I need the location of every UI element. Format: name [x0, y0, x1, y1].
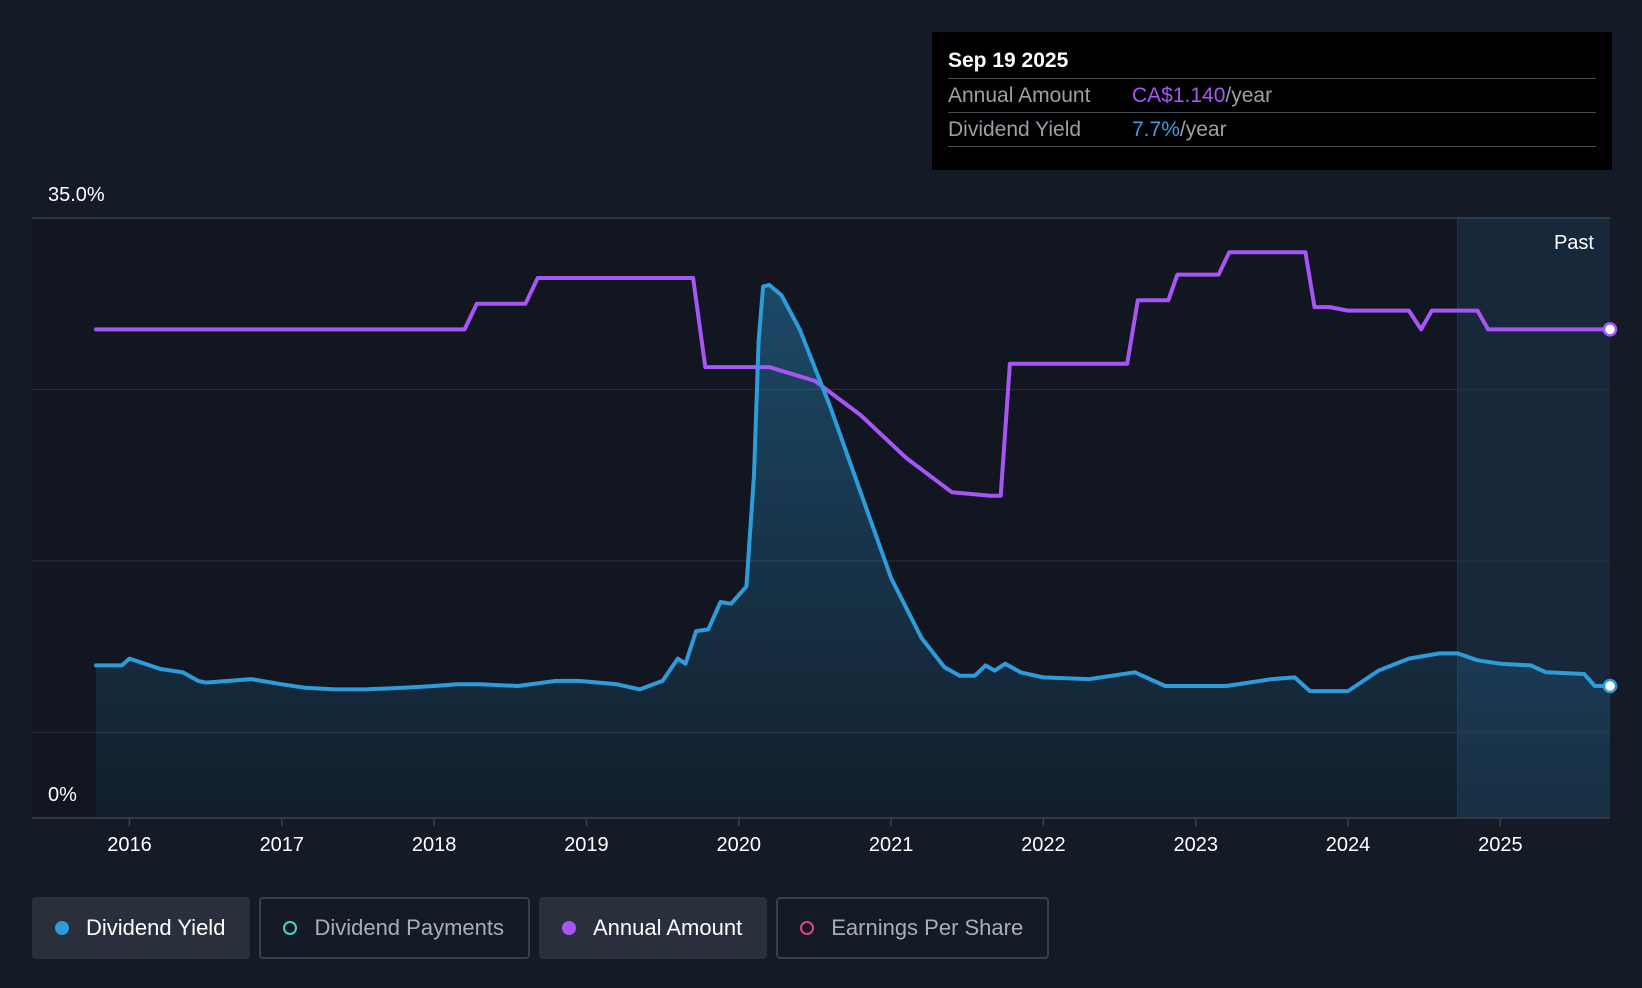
tooltip-value: 7.7% — [1132, 118, 1180, 141]
x-tick-label: 2016 — [107, 834, 152, 856]
legend-label: Dividend Payments — [314, 915, 504, 940]
tooltip-label: Annual Amount — [948, 84, 1091, 107]
tooltip-row-annual-amount: Annual Amount CA$1.140 /year — [948, 78, 1596, 112]
ring-icon — [800, 921, 815, 935]
x-tick-label: 2021 — [869, 834, 914, 856]
x-tick-label: 2022 — [1021, 834, 1066, 856]
legend-dividend-yield-button[interactable]: Dividend Yield — [32, 897, 251, 959]
dot-icon — [561, 921, 576, 935]
x-tick-label: 2018 — [412, 834, 457, 856]
tooltip-unit: /year — [1179, 118, 1227, 141]
legend-label: Earnings Per Share — [831, 915, 1024, 940]
ring-icon — [283, 921, 298, 935]
tooltip-label: Dividend Yield — [948, 118, 1082, 141]
annual-amount-line — [94, 250, 1612, 498]
dot-icon — [55, 921, 69, 935]
legend-label: Dividend Yield — [86, 915, 226, 940]
y-min-label: 0% — [48, 784, 77, 806]
tooltip-date: Sep 19 2025 — [948, 49, 1069, 72]
tooltip-row-dividend-yield: Dividend Yield 7.7% /year — [948, 112, 1596, 147]
chart-legend: Dividend Yield Dividend Payments Annual … — [32, 897, 1050, 959]
annual-amount-end-marker — [1602, 322, 1618, 337]
tooltip-unit: /year — [1225, 84, 1273, 107]
legend-dividend-payments-button[interactable]: Dividend Payments — [259, 897, 530, 959]
dividend-yield-end-marker — [1602, 678, 1618, 694]
past-label: Past — [1554, 232, 1594, 254]
x-tick-label: 2019 — [564, 834, 609, 856]
y-max-label: 35.0% — [48, 184, 105, 206]
x-tick-label: 2025 — [1478, 834, 1523, 856]
legend-annual-amount-button[interactable]: Annual Amount — [538, 897, 768, 959]
dividend-yield-line — [94, 282, 1612, 694]
hover-tooltip: Sep 19 2025 Annual Amount CA$1.140 /year… — [932, 32, 1612, 170]
x-tick-label: 2024 — [1326, 834, 1371, 856]
x-tick-label: 2023 — [1173, 834, 1218, 856]
tooltip-value: CA$1.140 — [1132, 84, 1226, 107]
x-tick-label: 2017 — [260, 834, 305, 856]
legend-earnings-per-share-button[interactable]: Earnings Per Share — [776, 897, 1050, 959]
x-tick-label: 2020 — [717, 834, 762, 856]
legend-label: Annual Amount — [592, 915, 743, 940]
